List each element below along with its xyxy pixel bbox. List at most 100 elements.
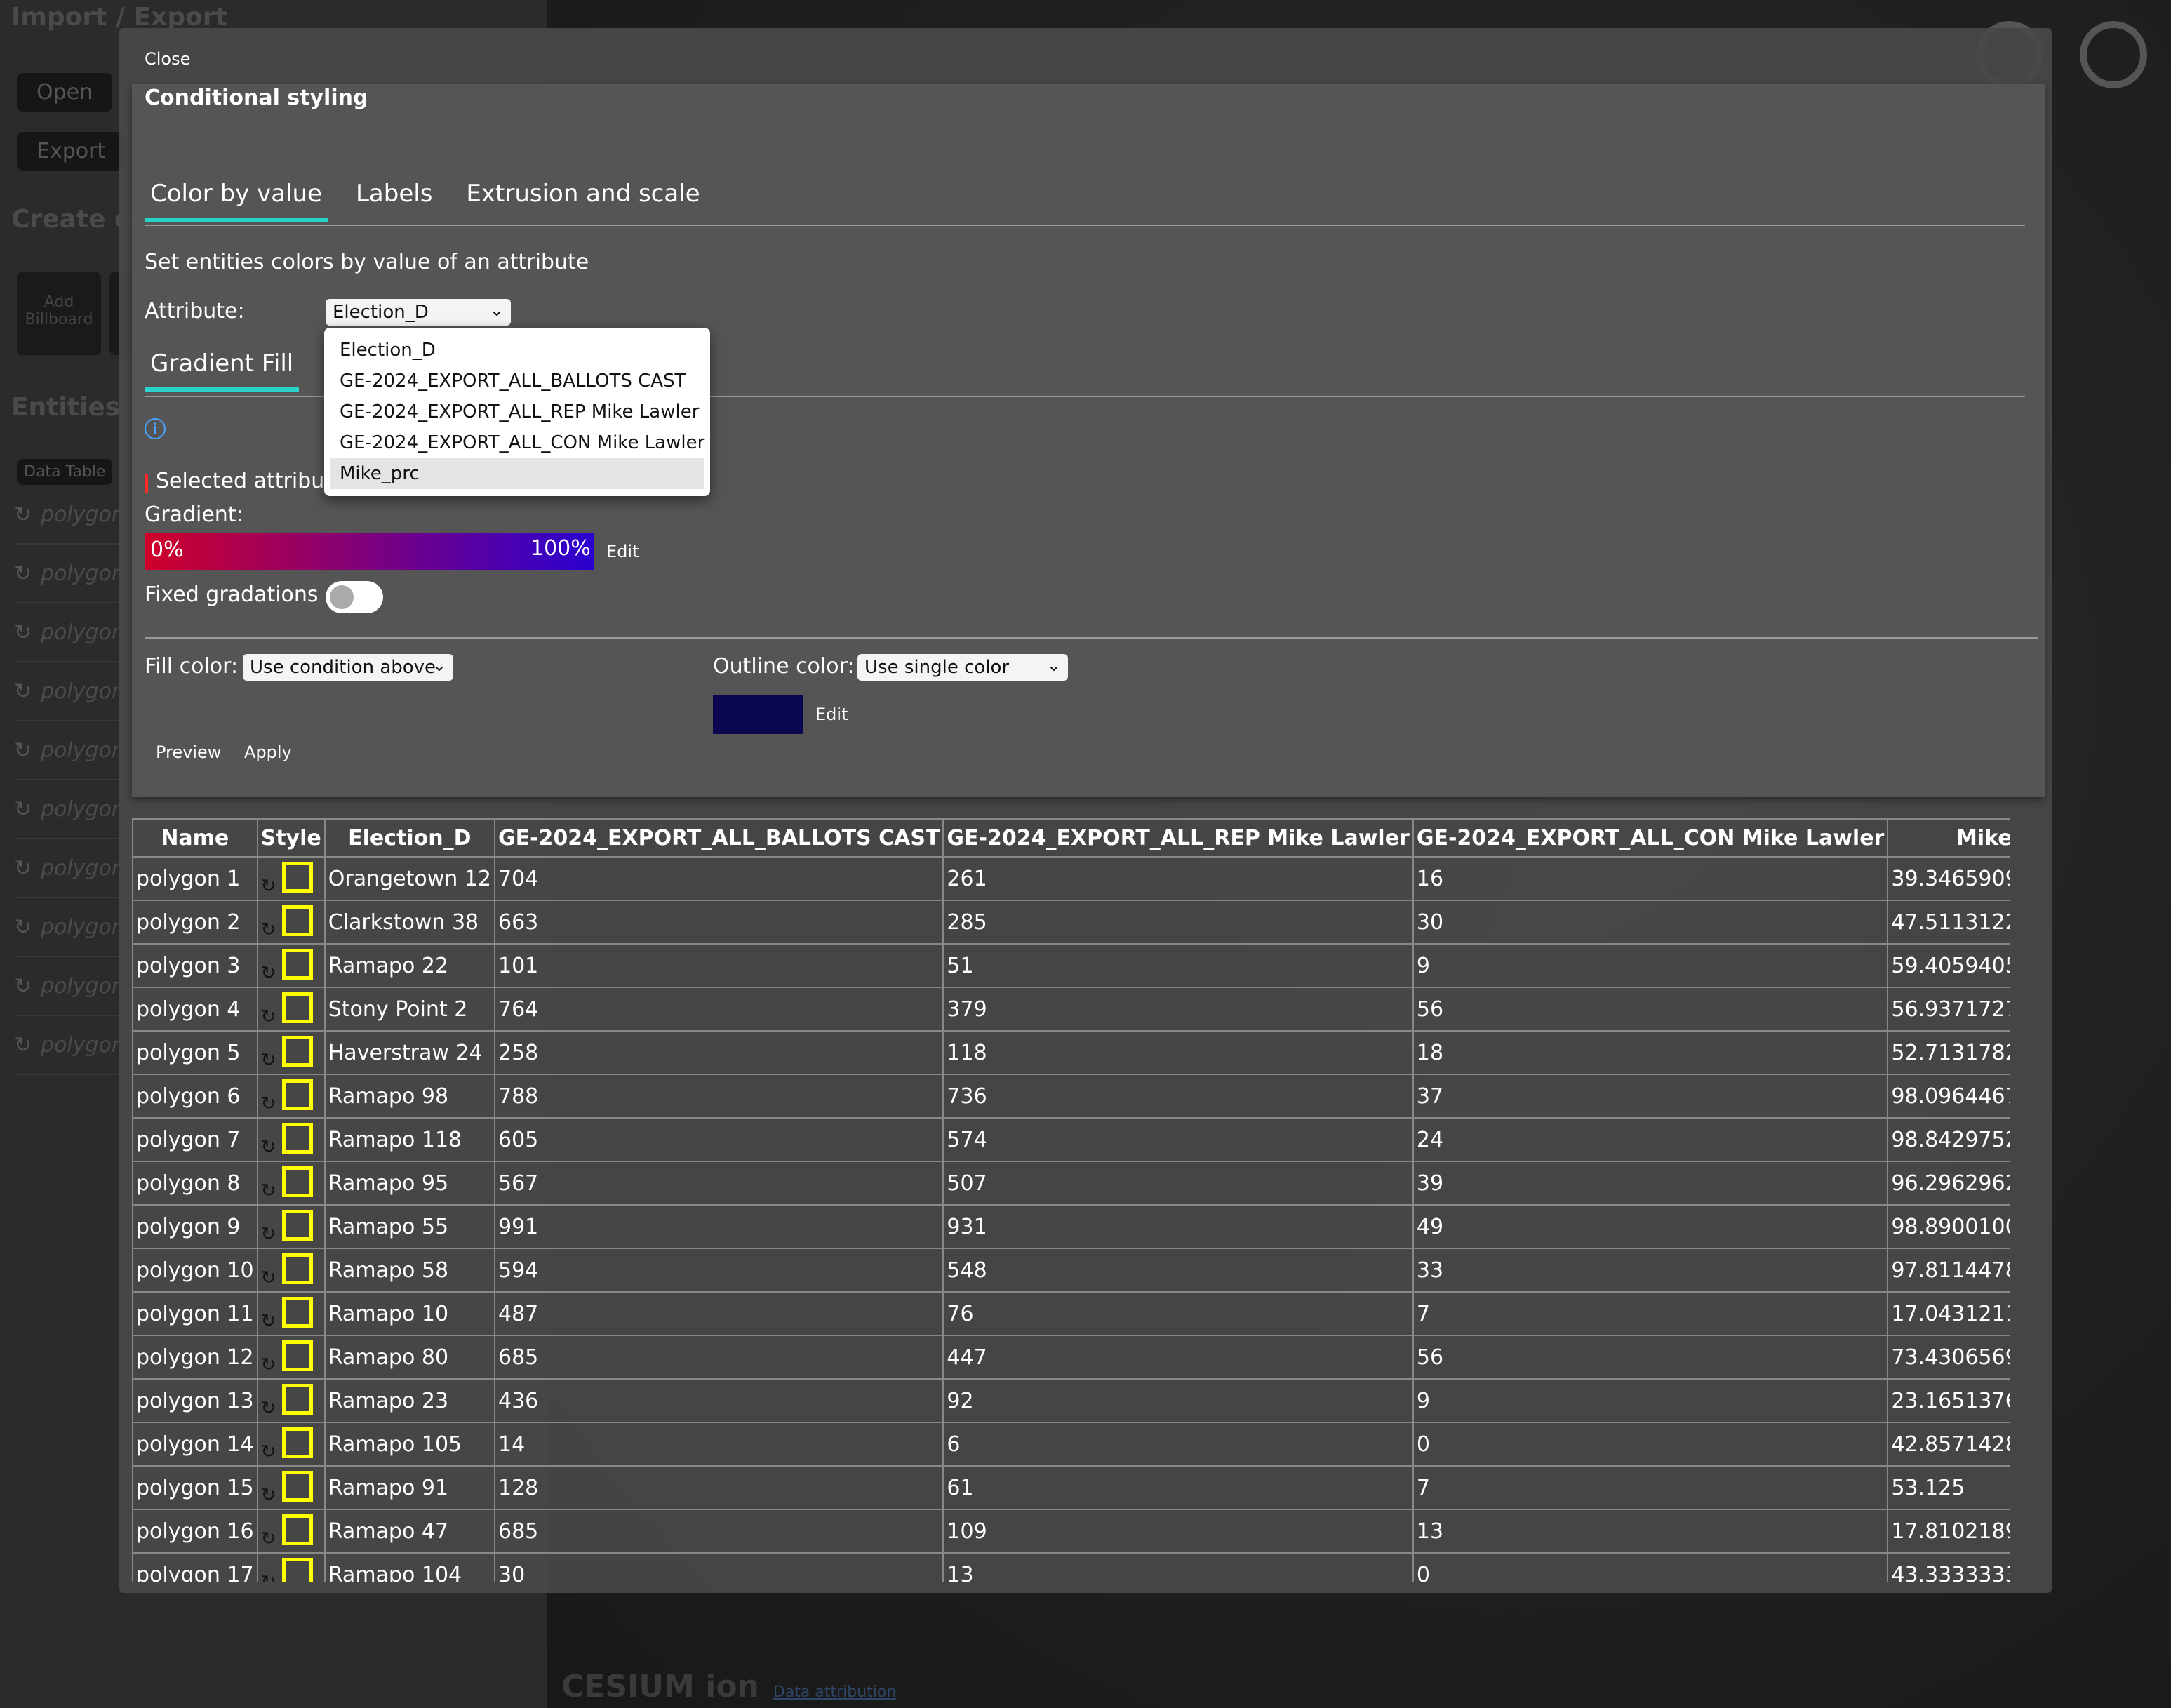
- zoom-to-icon[interactable]: ↻: [260, 1354, 276, 1375]
- tab-labels[interactable]: Labels: [355, 180, 433, 208]
- table-row[interactable]: polygon 11↻ Ramapo 1048776717.04312114989…: [132, 1291, 2010, 1336]
- close-button[interactable]: Close: [145, 49, 191, 69]
- style-swatch: [281, 1253, 313, 1284]
- table-row[interactable]: polygon 8↻ Ramapo 955675073996.2962962962…: [132, 1161, 2010, 1206]
- style-cell[interactable]: ↻: [256, 1204, 326, 1249]
- table-cell: 61: [942, 1465, 1414, 1510]
- zoom-to-icon[interactable]: ↻: [260, 1441, 276, 1462]
- table-row[interactable]: polygon 6↻ Ramapo 987887363798.0964467005…: [132, 1074, 2010, 1119]
- table-cell: 7: [1412, 1291, 1889, 1336]
- style-cell[interactable]: ↻: [256, 1552, 326, 1582]
- table-row[interactable]: polygon 13↻ Ramapo 2343692923.16513761467…: [132, 1378, 2010, 1423]
- gradient-bar: [145, 533, 594, 570]
- toggle-knob: [330, 585, 354, 609]
- add-billboard-tile[interactable]: Add Billboard: [17, 272, 101, 355]
- zoom-to-icon[interactable]: ↻: [260, 919, 276, 940]
- zoom-to-icon[interactable]: ↻: [260, 1093, 276, 1114]
- zoom-to-icon[interactable]: ↻: [260, 1311, 276, 1332]
- outline-color-swatch[interactable]: [713, 695, 803, 734]
- style-cell[interactable]: ↻: [256, 1509, 326, 1554]
- zoom-to-icon[interactable]: ↻: [260, 1050, 276, 1071]
- column-header[interactable]: GE-2024_EXPORT_ALL_REP Mike Lawler: [942, 818, 1414, 858]
- style-cell[interactable]: ↻: [256, 1378, 326, 1423]
- data-table-container[interactable]: Name Style Election_D GE-2024_EXPORT_ALL_BA…: [132, 818, 2010, 1582]
- style-swatch: [281, 1166, 313, 1197]
- attribute-option[interactable]: GE-2024_EXPORT_ALL_CON Mike Lawler: [340, 432, 705, 453]
- globe-icon[interactable]: [2080, 21, 2147, 88]
- fill-tabs-divider: [145, 396, 2025, 397]
- attribute-option[interactable]: Election_D: [340, 340, 436, 361]
- gradient-edit-button[interactable]: Edit: [606, 542, 639, 561]
- style-cell[interactable]: ↻: [256, 1074, 326, 1119]
- sidebar-polygon-item[interactable]: polygon: [14, 898, 533, 957]
- zoom-to-icon[interactable]: ↻: [260, 1224, 276, 1245]
- style-cell[interactable]: ↻: [256, 1291, 326, 1336]
- column-header[interactable]: Style: [256, 818, 326, 858]
- zoom-to-icon[interactable]: ↻: [260, 1137, 276, 1158]
- style-cell[interactable]: ↻: [256, 1248, 326, 1293]
- style-cell[interactable]: ↻: [256, 1335, 326, 1380]
- export-button[interactable]: Export: [17, 132, 126, 171]
- preview-button[interactable]: Preview: [156, 742, 222, 762]
- style-cell[interactable]: ↻: [256, 900, 326, 945]
- zoom-to-icon[interactable]: ↻: [260, 1180, 276, 1201]
- column-header[interactable]: GE-2024_EXPORT_ALL_BALLOTS CAST: [493, 818, 944, 858]
- outline-edit-button[interactable]: Edit: [815, 705, 848, 724]
- style-cell[interactable]: ↻: [256, 987, 326, 1032]
- table-row[interactable]: polygon 15 ↻ Ramapo 91 128 61 7 53.125: [132, 1465, 2010, 1510]
- column-header[interactable]: Mike_prc: [1887, 818, 2010, 858]
- table-row[interactable]: polygon 1 ↻ Orangetown 12 704 261 16 39.346590…: [132, 856, 2010, 901]
- zoom-to-icon[interactable]: ↻: [260, 1398, 276, 1419]
- open-button[interactable]: Open: [17, 73, 113, 112]
- data-attribution-link[interactable]: Data attribution: [773, 1683, 897, 1701]
- table-cell: 128: [493, 1465, 944, 1510]
- style-swatch: [281, 905, 313, 936]
- tab-gradient-fill[interactable]: Gradient Fill: [145, 345, 300, 392]
- table-row[interactable]: polygon 17↻ Ramapo 1043013043.33333333333…: [132, 1552, 2010, 1582]
- fill-color-select[interactable]: Use condition above ⌄: [243, 654, 453, 681]
- table-row[interactable]: polygon 2 ↻ Clarkstown 38 663 285 30 47.511312…: [132, 900, 2010, 945]
- table-row[interactable]: polygon 3↻ Ramapo 2210151959.405940594059…: [132, 943, 2010, 988]
- zoom-to-icon[interactable]: ↻: [260, 1006, 276, 1027]
- tab-extrusion-and-scale[interactable]: Extrusion and scale: [466, 180, 700, 208]
- gradient-label: Gradient:: [145, 502, 243, 527]
- info-icon[interactable]: i: [145, 418, 166, 439]
- zoom-to-icon[interactable]: ↻: [260, 963, 276, 984]
- style-cell[interactable]: ↻: [256, 1117, 326, 1162]
- style-cell[interactable]: ↻: [256, 856, 326, 901]
- table-row[interactable]: polygon 5 ↻ Haverstraw 24 258 118 18 52.713178…: [132, 1030, 2010, 1075]
- table-row[interactable]: polygon 10↻ Ramapo 585945483397.811447811…: [132, 1248, 2010, 1293]
- outline-color-select[interactable]: Use single color ⌄: [857, 654, 1068, 681]
- column-header[interactable]: GE-2024_EXPORT_ALL_CON Mike Lawler: [1412, 818, 1889, 858]
- table-cell: polygon 4: [132, 987, 258, 1032]
- zoom-to-icon[interactable]: ↻: [261, 1572, 276, 1582]
- table-row[interactable]: polygon 14↻ Ramapo 105146042.857142857142…: [132, 1422, 2010, 1467]
- style-cell[interactable]: ↻: [256, 1161, 326, 1206]
- table-row[interactable]: polygon 16↻ Ramapo 476851091317.810218978…: [132, 1509, 2010, 1554]
- table-row[interactable]: polygon 12↻ Ramapo 806854475673.430656934…: [132, 1335, 2010, 1380]
- zoom-to-icon[interactable]: ↻: [260, 1485, 276, 1506]
- style-cell[interactable]: ↻: [256, 943, 326, 988]
- fixed-gradations-toggle[interactable]: [326, 581, 383, 613]
- attribute-option[interactable]: GE-2024_EXPORT_ALL_BALLOTS CAST: [340, 371, 686, 392]
- column-header[interactable]: Name: [132, 818, 258, 858]
- zoom-to-icon[interactable]: ↻: [260, 876, 276, 897]
- table-row[interactable]: polygon 9↻ Ramapo 559919314998.8900100908…: [132, 1204, 2010, 1249]
- style-cell[interactable]: ↻: [256, 1465, 326, 1510]
- table-row[interactable]: polygon 7↻ Ramapo 1186055742498.842975206…: [132, 1117, 2010, 1162]
- chevron-down-icon: ⌄: [1046, 655, 1061, 675]
- apply-button[interactable]: Apply: [244, 742, 292, 762]
- tab-color-by-value[interactable]: Color by value: [145, 175, 328, 222]
- zoom-to-icon[interactable]: ↻: [260, 1528, 276, 1549]
- style-cell[interactable]: ↻: [256, 1422, 326, 1467]
- column-header[interactable]: Election_D: [323, 818, 495, 858]
- attribute-select[interactable]: Election_D ⌄: [326, 299, 511, 326]
- attribute-option-highlighted[interactable]: Mike_prc: [330, 458, 704, 489]
- attribute-option[interactable]: GE-2024_EXPORT_ALL_REP Mike Lawler: [340, 401, 700, 422]
- zoom-to-icon[interactable]: ↻: [260, 1267, 276, 1288]
- data-table-button[interactable]: Data Table: [17, 459, 113, 485]
- table-row[interactable]: polygon 4 ↻ Stony Point 2 764 379 56 56.937172…: [132, 987, 2010, 1032]
- style-cell[interactable]: ↻: [256, 1030, 326, 1075]
- table-cell: 261: [942, 856, 1414, 901]
- table-cell: 39.346590909090914: [1887, 856, 2010, 901]
